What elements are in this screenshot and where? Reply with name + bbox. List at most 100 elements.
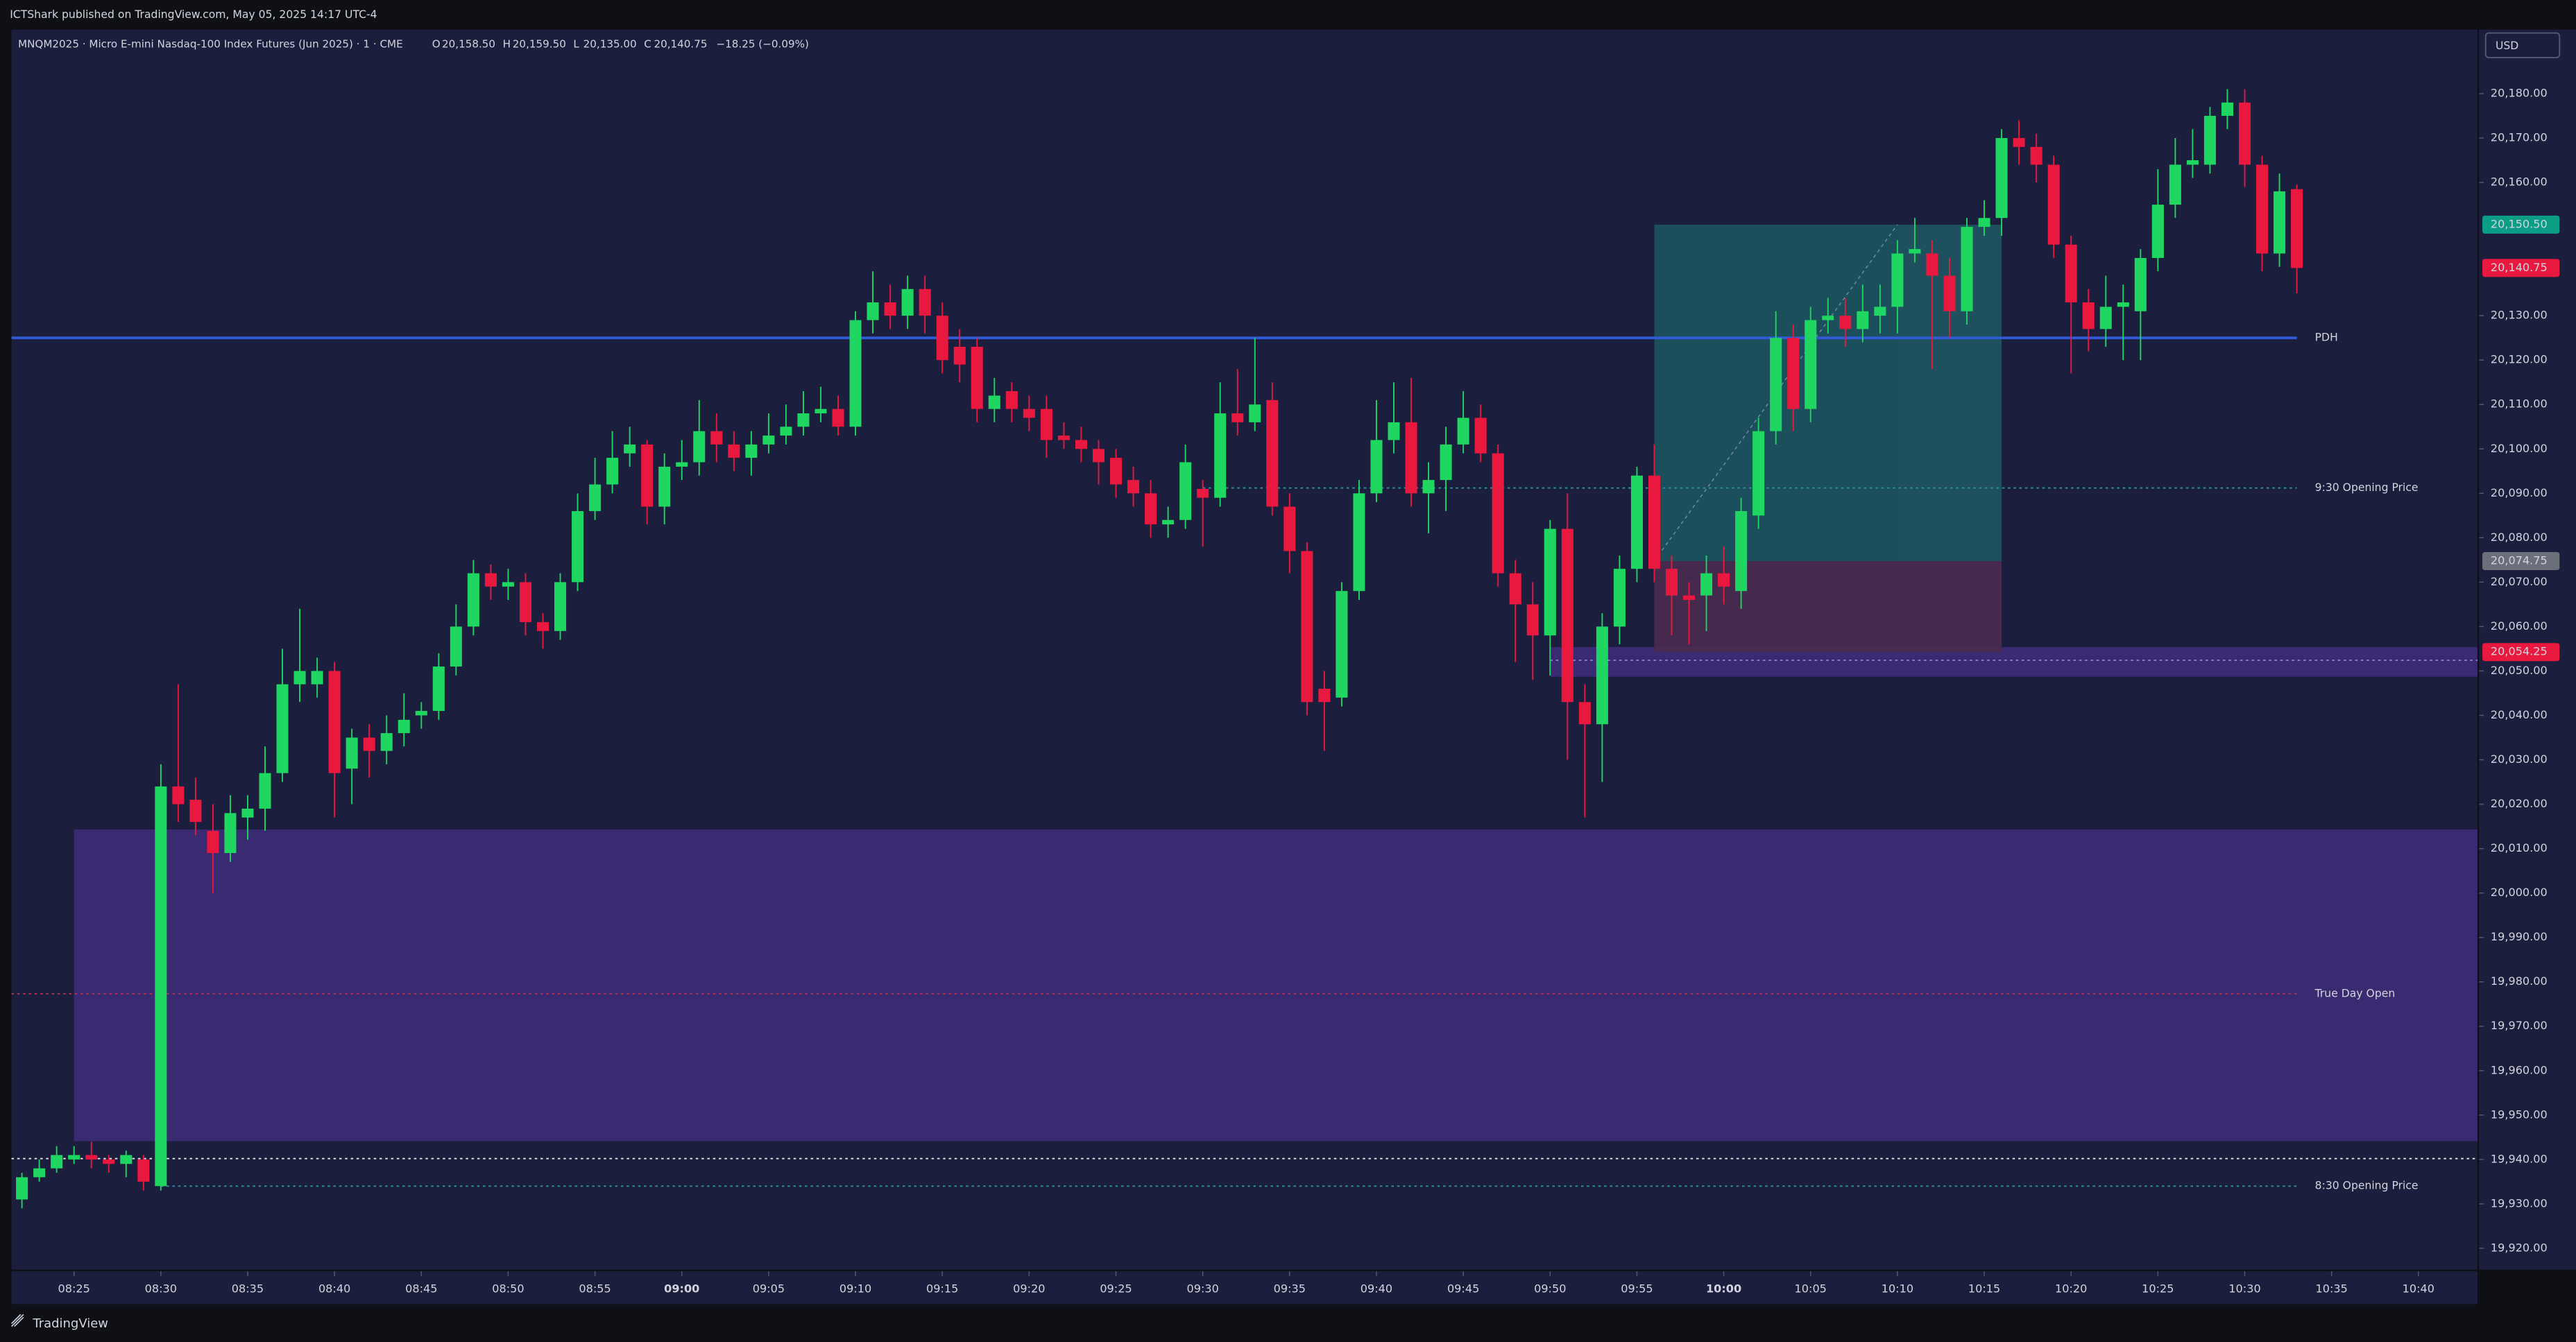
y-tick-label: 20,120.00	[2491, 353, 2548, 366]
price-tag	[2482, 259, 2560, 277]
y-tick-label: 20,000.00	[2491, 886, 2548, 899]
change: −18.25 (−0.09%)	[716, 38, 808, 51]
candle-body	[936, 316, 948, 361]
candle-body	[241, 808, 254, 818]
level-label: True Day Open	[2314, 987, 2396, 999]
candle-body	[363, 737, 375, 751]
y-tick-label: 19,930.00	[2491, 1196, 2548, 1210]
candle-body	[901, 289, 914, 316]
candle-body	[2134, 257, 2147, 311]
candle-body	[1197, 488, 1209, 498]
candle-body	[2082, 302, 2095, 329]
level-label: 8:30 Opening Price	[2315, 1180, 2419, 1192]
y-tick-label: 20,060.00	[2491, 619, 2548, 633]
x-tick-label: 09:20	[1013, 1282, 1045, 1296]
candle-body	[710, 431, 723, 445]
y-tick-label: 19,990.00	[2491, 930, 2548, 943]
logo-mark: ␥	[11, 1313, 24, 1330]
candle-body	[2169, 164, 2181, 205]
y-tick-label: 20,080.00	[2491, 531, 2548, 544]
candle-body	[953, 347, 966, 365]
y-tick-label: 20,030.00	[2491, 752, 2548, 766]
candle-body	[1839, 316, 1852, 329]
x-tick-label: 09:50	[1534, 1282, 1566, 1296]
candle-body	[1214, 413, 1227, 498]
x-tick-label: 09:15	[926, 1282, 958, 1296]
candle-body	[120, 1155, 133, 1164]
candle-body	[2117, 302, 2129, 307]
x-tick-label: 09:25	[1100, 1282, 1132, 1296]
level-label: 9:30 Opening Price	[2315, 481, 2419, 494]
candle-body	[1874, 307, 1886, 316]
candle-body	[1891, 253, 1904, 307]
x-tick-label: 08:30	[145, 1282, 177, 1296]
candle-body	[1752, 431, 1765, 516]
candle-body	[1561, 528, 1573, 703]
candle-body	[311, 671, 323, 685]
candle-body	[658, 466, 671, 507]
candle-body	[1266, 399, 1279, 507]
candle-body	[919, 289, 931, 316]
candle-body	[1735, 510, 1748, 592]
candle-body	[2065, 244, 2077, 302]
candle-body	[484, 573, 497, 587]
candle-body	[884, 302, 896, 316]
candle-body	[1630, 475, 1643, 569]
candle-body	[1544, 528, 1556, 636]
x-tick-label: 08:55	[579, 1282, 611, 1296]
price-tag-label: 20,054.25	[2491, 645, 2548, 658]
currency-box	[2484, 32, 2561, 59]
candle-body	[519, 582, 532, 623]
candle-body	[1648, 475, 1660, 569]
x-tick-label: 08:40	[318, 1282, 350, 1296]
candle-body	[1909, 249, 1921, 254]
candle-body	[85, 1155, 98, 1160]
candle-body	[832, 408, 844, 427]
ohlc-value: 20,159.50	[513, 38, 566, 51]
candle-body	[1943, 275, 1956, 311]
candle-body	[624, 444, 636, 454]
candle-body	[1353, 493, 1365, 592]
candle-body	[293, 671, 306, 685]
x-tick-label: 08:35	[232, 1282, 264, 1296]
x-tick-label: 10:10	[1882, 1282, 1913, 1296]
candle-body	[2256, 164, 2269, 254]
candle-body	[1978, 218, 1990, 227]
candle-body	[1092, 449, 1105, 463]
candle-body	[224, 813, 237, 853]
price-tag	[2482, 215, 2560, 234]
candle-body	[450, 626, 462, 667]
candle-body	[971, 347, 983, 409]
candle-body	[2238, 102, 2251, 165]
candle-body	[137, 1159, 150, 1182]
ohlc-key: H	[503, 38, 511, 51]
x-tick-label: 09:00	[664, 1282, 699, 1296]
x-tick-label: 09:40	[1360, 1282, 1392, 1296]
ohlc-key: O	[432, 38, 441, 51]
candle-body	[346, 737, 358, 769]
x-tick-label: 10:30	[2228, 1282, 2260, 1296]
candle-body	[1700, 573, 1713, 596]
plot-layer: PDH 9:30 Opening Price True Day Open 8:30 O…	[11, 87, 2560, 1296]
candle-body	[1457, 418, 1469, 445]
candle-body	[1492, 453, 1504, 574]
candle-body	[1127, 480, 1140, 494]
candle-body	[51, 1155, 63, 1169]
candle-body	[1057, 436, 1070, 440]
price-tag-label: 20,074.75	[2491, 553, 2548, 567]
candle-body	[467, 573, 479, 627]
candle-body	[2274, 191, 2286, 254]
candle-body	[1683, 595, 1696, 600]
x-tick-label: 09:45	[1447, 1282, 1479, 1296]
x-tick-label: 09:35	[1274, 1282, 1306, 1296]
candle-body	[2099, 307, 2112, 329]
x-tick-label: 10:25	[2142, 1282, 2174, 1296]
x-tick-label: 09:55	[1621, 1282, 1653, 1296]
candle-body	[1231, 413, 1244, 422]
price-tag-label: 20,140.75	[2491, 261, 2548, 274]
y-tick-label: 20,010.00	[2491, 841, 2548, 854]
candle-body	[554, 582, 567, 631]
x-tick-label: 09:05	[753, 1282, 785, 1296]
candle-body	[1040, 408, 1052, 440]
